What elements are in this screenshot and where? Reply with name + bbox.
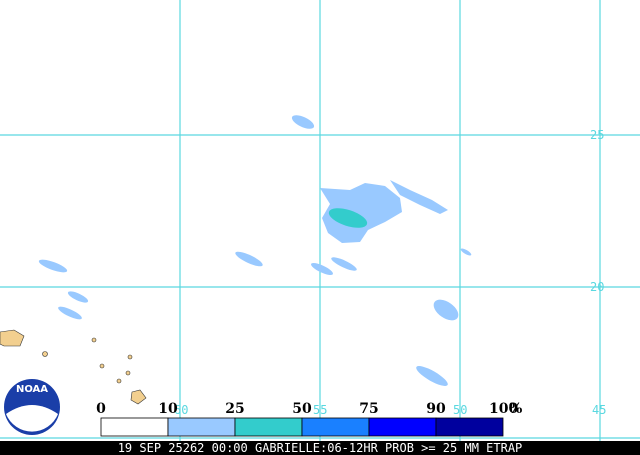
island bbox=[125, 370, 131, 376]
island bbox=[116, 378, 122, 384]
noaa-logo: NOAA bbox=[4, 379, 60, 435]
precip-area bbox=[58, 306, 82, 320]
precip-area bbox=[320, 183, 402, 243]
island bbox=[130, 389, 147, 405]
legend-label: 10 bbox=[158, 401, 178, 417]
precip-core bbox=[328, 208, 368, 228]
precip-area bbox=[390, 180, 448, 214]
logo-gull bbox=[6, 405, 58, 432]
precip-area bbox=[235, 251, 263, 267]
lat-label: 20 bbox=[590, 280, 604, 294]
lon-label: 45 bbox=[592, 403, 606, 417]
lat-label: 25 bbox=[590, 128, 604, 142]
lon-label: 60 bbox=[174, 403, 188, 417]
precip-area bbox=[460, 248, 472, 256]
legend-label: 25 bbox=[225, 401, 244, 417]
precip-area bbox=[331, 257, 357, 271]
legend-swatch bbox=[435, 417, 504, 437]
footer-text: 19 SEP 25262 00:00 GABRIELLE:06-12HR PRO… bbox=[118, 441, 523, 455]
legend-label: 75 bbox=[359, 401, 378, 417]
legend-unit: % bbox=[509, 401, 522, 417]
graticule bbox=[0, 0, 640, 441]
precip-area bbox=[291, 115, 315, 129]
precip-area bbox=[67, 291, 89, 303]
legend-swatch bbox=[301, 417, 370, 437]
footer-bar bbox=[0, 441, 640, 455]
legend-label: 50 bbox=[292, 401, 312, 417]
island bbox=[99, 363, 105, 369]
legend-swatch bbox=[100, 417, 169, 437]
precip-area bbox=[311, 263, 333, 275]
precip-area bbox=[416, 366, 448, 386]
legend: 0 10 25 50 75 90 100% bbox=[96, 401, 522, 437]
island bbox=[127, 354, 133, 360]
legend-swatch bbox=[368, 417, 437, 437]
island bbox=[0, 329, 25, 347]
legend-label: 0 bbox=[96, 401, 106, 417]
lon-label: 55 bbox=[313, 403, 327, 417]
coordinate-labels: 25 20 60 55 50 45 bbox=[174, 128, 606, 417]
legend-swatch bbox=[167, 417, 236, 437]
precip-areas bbox=[38, 115, 472, 386]
islands bbox=[0, 329, 147, 405]
legend-label: 100 bbox=[489, 401, 518, 417]
legend-label: 90 bbox=[426, 401, 446, 417]
island bbox=[42, 351, 48, 357]
island bbox=[91, 337, 97, 343]
precip-area bbox=[433, 299, 459, 321]
lon-label: 50 bbox=[453, 403, 467, 417]
logo-text: NOAA bbox=[16, 384, 48, 395]
precip-area bbox=[38, 259, 68, 273]
legend-swatch bbox=[234, 417, 303, 437]
